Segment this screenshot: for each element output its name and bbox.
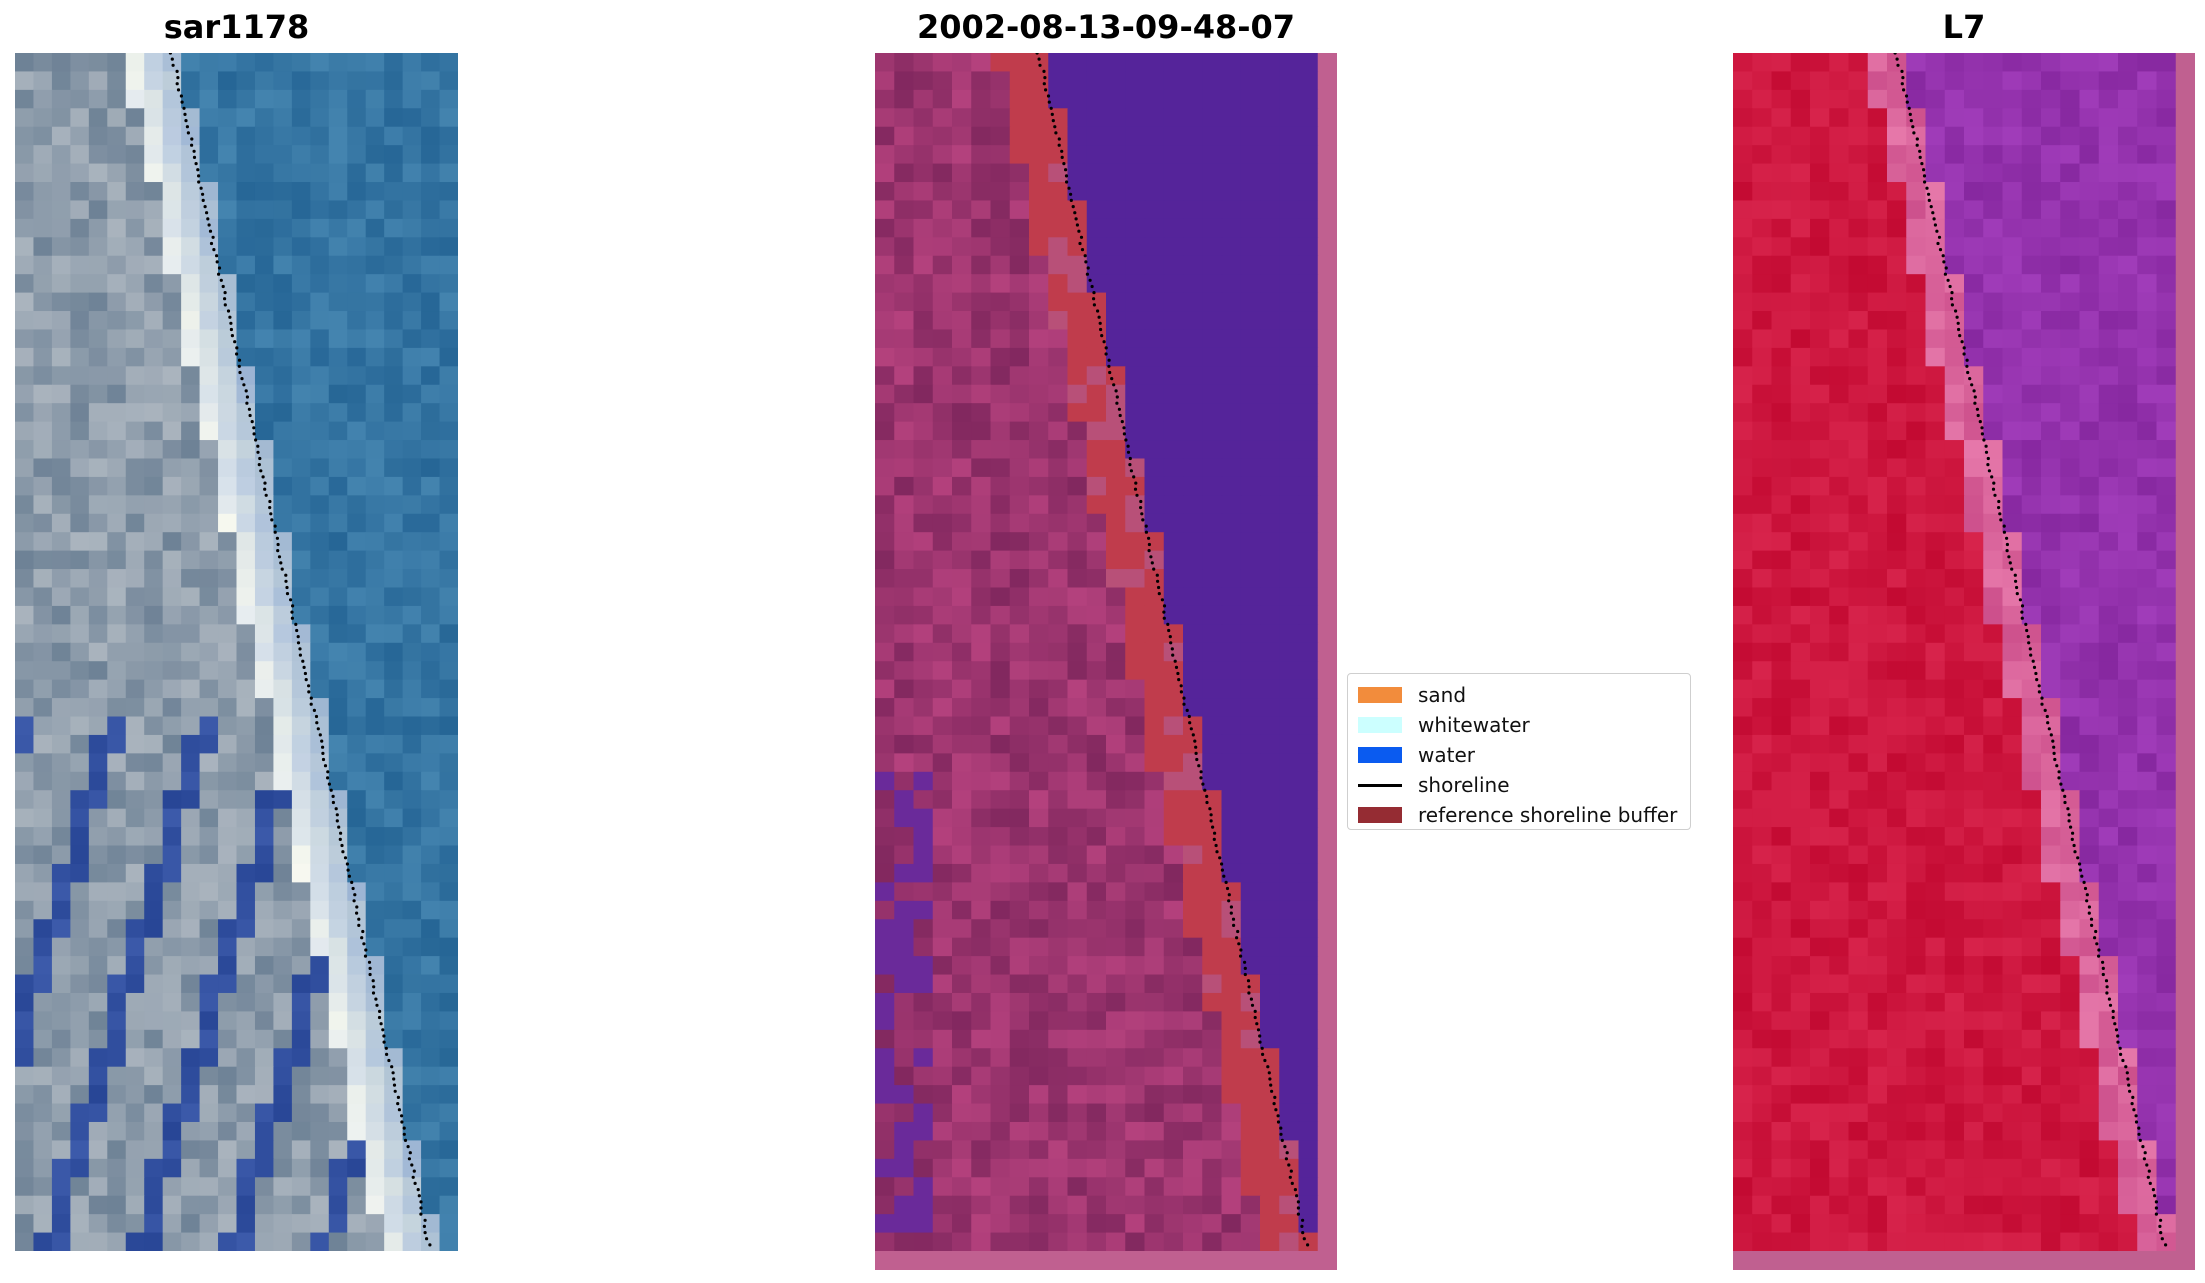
reference-buffer-swatch bbox=[1358, 807, 1402, 823]
water-swatch bbox=[1358, 747, 1402, 763]
index-image-panel bbox=[1733, 53, 2195, 1270]
legend-item-reference-buffer: reference shoreline buffer bbox=[1358, 800, 1680, 830]
legend-item-sand: sand bbox=[1358, 680, 1680, 710]
legend-label-whitewater: whitewater bbox=[1418, 713, 1530, 737]
legend-label-shoreline: shoreline bbox=[1418, 773, 1510, 797]
classified-image-panel bbox=[875, 53, 1337, 1270]
legend-label-reference-buffer: reference shoreline buffer bbox=[1418, 803, 1678, 827]
panel-title-classified: 2002-08-13-09-48-07 bbox=[916, 8, 1296, 46]
panel-title-rgb: sar1178 bbox=[163, 8, 310, 46]
shoreline-swatch bbox=[1358, 783, 1402, 787]
legend-label-sand: sand bbox=[1418, 683, 1467, 707]
legend-item-whitewater: whitewater bbox=[1358, 710, 1680, 740]
panel-title-index: L7 bbox=[1942, 8, 1986, 46]
sand-swatch bbox=[1358, 687, 1402, 703]
rgb-image-panel bbox=[15, 53, 458, 1251]
rgb-image bbox=[15, 53, 458, 1251]
legend-label-water: water bbox=[1418, 743, 1475, 767]
index-image bbox=[1733, 53, 2195, 1270]
legend-item-shoreline: shoreline bbox=[1358, 770, 1680, 800]
legend: sand whitewater water shoreline referenc… bbox=[1347, 673, 1691, 830]
legend-item-water: water bbox=[1358, 740, 1680, 770]
classified-image bbox=[875, 53, 1337, 1270]
whitewater-swatch bbox=[1358, 717, 1402, 733]
